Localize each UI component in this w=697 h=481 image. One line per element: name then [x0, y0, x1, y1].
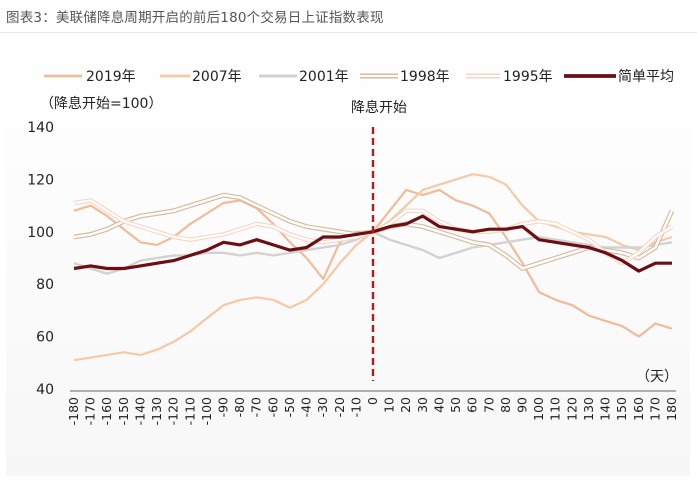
x-tick-label: 140 — [598, 397, 613, 421]
series-line-2 — [73, 173, 673, 362]
x-tick-label: 10 — [382, 397, 397, 413]
y-tick-label: 140 — [27, 120, 54, 136]
legend: 2019年 2007年 2001年 1998年 1995年 简单平均 — [44, 68, 674, 85]
y-tick-label: 40 — [36, 382, 54, 398]
x-tick-label: 70 — [481, 397, 496, 413]
x-tick-label: 110 — [548, 397, 563, 421]
y-tick-label: 100 — [27, 225, 54, 241]
legend-label-3: 2001年 — [299, 69, 349, 85]
x-tick-label: -100 — [199, 397, 214, 425]
legend-label-5: 1995年 — [503, 69, 553, 85]
legend-label-1: 2019年 — [86, 69, 136, 85]
legend-label-6: 简单平均 — [618, 68, 674, 85]
x-tick-label: -80 — [232, 397, 247, 417]
y-tick-label: 80 — [36, 277, 54, 293]
x-tick-label: 170 — [647, 397, 662, 421]
x-axis-label: （天） — [636, 369, 678, 385]
x-tick-label: -160 — [99, 397, 114, 425]
series-lines — [73, 173, 675, 362]
y-axis-label: （降息开始=100） — [40, 95, 162, 112]
x-tick-label: -50 — [282, 397, 297, 417]
x-tick-label: -170 — [83, 397, 98, 425]
y-axis: 40 60 80 100 120 140 — [27, 120, 54, 398]
x-tick-label: -40 — [299, 397, 314, 417]
x-tick-label: -10 — [348, 397, 363, 417]
x-tick-label: 100 — [531, 397, 546, 421]
title-divider — [0, 32, 697, 33]
x-tick-label: 80 — [498, 397, 513, 413]
x-tick-label: -120 — [166, 397, 181, 425]
x-tick-label: -90 — [216, 397, 231, 417]
x-tick-label: -110 — [182, 397, 197, 425]
x-tick-label: 50 — [448, 397, 463, 413]
x-tick-label: 180 — [664, 397, 679, 421]
x-tick-label: 40 — [431, 397, 446, 413]
rate-cut-start-label: 降息开始 — [351, 99, 407, 116]
x-tick-label: -180 — [66, 397, 81, 425]
x-tick-label: -130 — [149, 397, 164, 425]
x-tick-label: -20 — [332, 397, 347, 417]
x-tick-label: -30 — [315, 397, 330, 417]
x-tick-label: 30 — [415, 397, 430, 413]
x-tick-label: 130 — [581, 397, 596, 421]
x-tick-label: -70 — [249, 397, 264, 417]
x-tick-label: 60 — [465, 397, 480, 413]
x-tick-label: -150 — [116, 397, 131, 425]
x-tick-label: 20 — [398, 397, 413, 413]
x-tick-label: 0 — [365, 397, 380, 405]
figure-title: 图表3：美联储降息周期开启的前后180个交易日上证指数表现 — [6, 10, 384, 26]
y-tick-label: 120 — [27, 172, 54, 188]
y-tick-label: 60 — [36, 330, 54, 346]
x-tick-label: 90 — [515, 397, 530, 413]
x-axis: -180 -170 -160 -150 -140 -130 -120 -110 -100 -90-… — [66, 397, 679, 425]
chart-panel — [6, 40, 690, 476]
x-tick-label: -140 — [132, 397, 147, 425]
legend-label-4: 1998年 — [400, 69, 450, 85]
x-tick-label: 120 — [564, 397, 579, 421]
legend-label-2: 2007年 — [192, 69, 242, 85]
x-tick-label: -60 — [265, 397, 280, 417]
x-tick-label: 160 — [631, 397, 646, 421]
x-tick-label: 150 — [614, 397, 629, 421]
